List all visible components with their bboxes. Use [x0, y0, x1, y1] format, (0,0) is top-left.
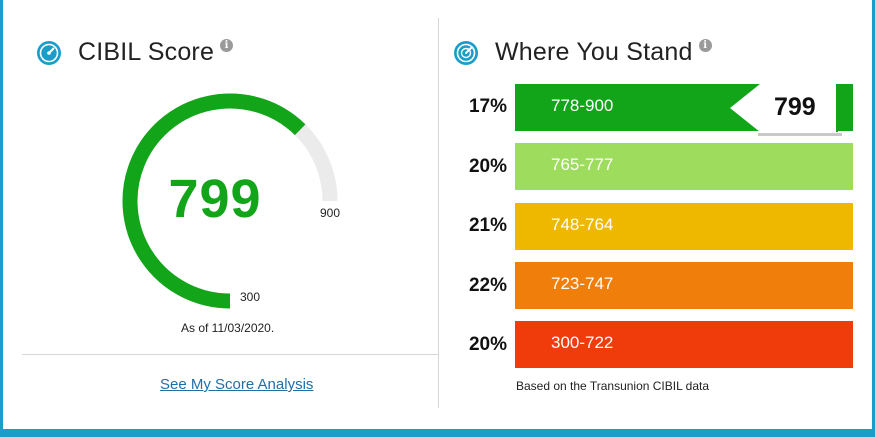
score-band-bar: 300-722 [515, 321, 853, 368]
panel-divider [438, 18, 439, 408]
frame-left-border [0, 0, 3, 437]
band-range: 748-764 [551, 215, 614, 234]
gauge-fill [122, 93, 306, 309]
band-range: 778-900 [551, 96, 614, 115]
score-gauge [122, 93, 338, 309]
score-position-marker [730, 84, 838, 132]
band-percent: 20% [468, 156, 507, 177]
where-you-stand-title: Where You Stand [495, 38, 693, 66]
score-date: As of 11/03/2020. [181, 321, 275, 335]
speedometer-icon [36, 40, 62, 66]
marker-score-value: 799 [774, 93, 816, 121]
band-range: 723-747 [551, 274, 614, 293]
score-band-bar: 748-764 [515, 203, 853, 250]
score-analysis-link[interactable]: See My Score Analysis [160, 376, 314, 393]
frame-bottom-border [0, 429, 875, 437]
band-percent: 21% [468, 215, 507, 236]
band-range: 765-777 [551, 155, 614, 174]
info-icon[interactable]: i [220, 39, 234, 52]
cibil-score-title: CIBIL Score [78, 38, 215, 66]
band-percent: 17% [468, 96, 507, 117]
data-source-note: Based on the Transunion CIBIL data [516, 379, 710, 393]
section-divider [22, 354, 438, 355]
gauge-min-label: 300 [240, 290, 261, 304]
marker-shadow [758, 133, 842, 136]
band-percent: 20% [468, 334, 507, 355]
cibil-score-header: CIBIL Score i [36, 38, 234, 67]
band-percent: 22% [468, 275, 507, 296]
band-range: 300-722 [551, 333, 614, 352]
score-value: 799 [168, 169, 262, 229]
where-you-stand-header: Where You Stand i [453, 38, 712, 67]
info-icon[interactable]: i [698, 39, 712, 52]
gauge-max-label: 900 [320, 206, 341, 220]
frame-right-border [872, 0, 875, 437]
score-band-bar: 723-747 [515, 262, 853, 309]
dashboard-icon [453, 40, 479, 66]
score-band-bar: 765-777 [515, 143, 853, 190]
